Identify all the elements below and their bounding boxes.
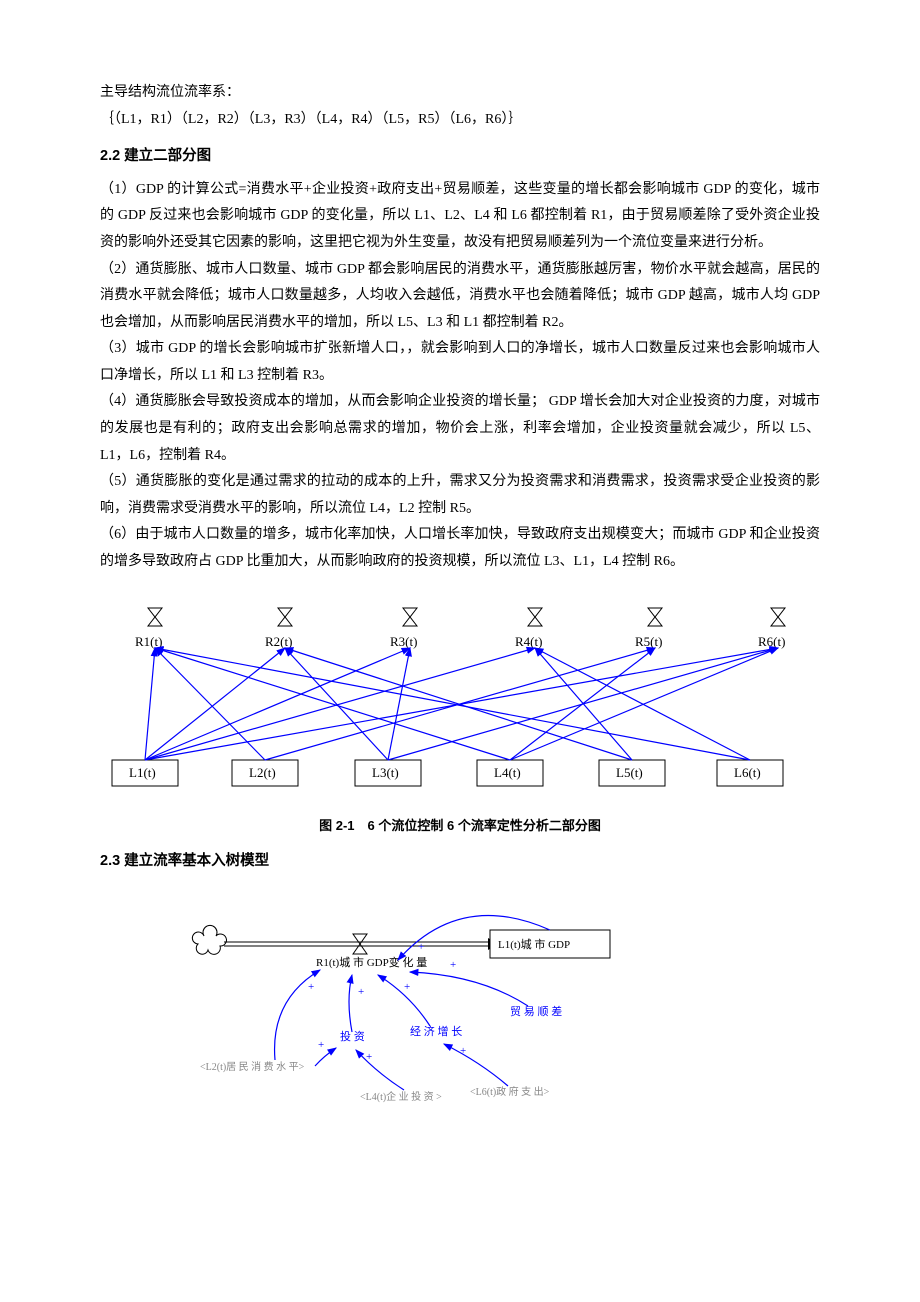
sec22-p1: （1）GDP 的计算公式=消费水平+企业投资+政府支出+贸易顺差，这些变量的增长…: [100, 177, 820, 257]
svg-text:L2(t): L2(t): [249, 765, 276, 780]
heading-2-2: 2.2 建立二部分图: [100, 143, 820, 171]
svg-text:R1(t): R1(t): [135, 634, 162, 649]
svg-text:R6(t): R6(t): [758, 634, 785, 649]
svg-text:L1(t): L1(t): [129, 765, 156, 780]
svg-text:+: +: [460, 1045, 466, 1057]
svg-text:+: +: [308, 981, 314, 993]
svg-text:+: +: [358, 986, 364, 998]
svg-text:L4(t): L4(t): [494, 765, 521, 780]
bipartite-diagram: R1(t) R2(t) R3(t) R4(t) R5(t) R6(t) L1(t) L2(t)…: [100, 600, 820, 800]
svg-text:+: +: [404, 981, 410, 993]
heading-2-3: 2.3 建立流率基本入树模型: [100, 848, 820, 876]
svg-text:R1(t)城 市 GDP变 化 量: R1(t)城 市 GDP变 化 量: [316, 955, 427, 969]
figure-2-1-caption: 图 2-1 6 个流位控制 6 个流率定性分析二部分图: [100, 814, 820, 839]
sec22-p2: （2）通货膨胀、城市人口数量、城市 GDP 都会影响居民的消费水平，通货膨胀越厉…: [100, 257, 820, 337]
svg-text:R3(t): R3(t): [390, 634, 417, 649]
svg-text:+: +: [450, 959, 456, 971]
svg-text:L1(t)城 市 GDP: L1(t)城 市 GDP: [498, 937, 570, 951]
tree-diagram: L1(t)城 市 GDPR1(t)城 市 GDP变 化 量投 资经 济 增 长贸…: [160, 900, 640, 1120]
svg-text:<L2(t)居 民 消 费 水 平>: <L2(t)居 民 消 费 水 平>: [200, 1060, 305, 1073]
svg-text:+: +: [366, 1051, 372, 1063]
sec22-p4: （4）通货膨胀会导致投资成本的增加，从而会影响企业投资的增长量； GDP 增长会…: [100, 389, 820, 469]
svg-text:L5(t): L5(t): [616, 765, 643, 780]
svg-text:经 济 增 长: 经 济 增 长: [410, 1024, 462, 1038]
figure-2-1: R1(t) R2(t) R3(t) R4(t) R5(t) R6(t) L1(t) L2(t)…: [100, 600, 820, 800]
svg-text:<L6(t)政 府 支 出>: <L6(t)政 府 支 出>: [470, 1085, 550, 1098]
svg-text:+: +: [318, 1039, 324, 1051]
svg-text:L6(t): L6(t): [734, 765, 761, 780]
svg-text:<L4(t)企 业 投 资 >: <L4(t)企 业 投 资 >: [360, 1090, 442, 1103]
svg-text:贸 易 顺 差: 贸 易 顺 差: [510, 1004, 562, 1018]
svg-text:R5(t): R5(t): [635, 634, 662, 649]
sec22-p6: （6）由于城市人口数量的增多，城市化率加快，人口增长率加快，导致政府支出规模变大…: [100, 522, 820, 575]
svg-text:R4(t): R4(t): [515, 634, 542, 649]
sec22-p3: （3）城市 GDP 的增长会影响城市扩张新增人口，，就会影响到人口的净增长，城市…: [100, 336, 820, 389]
sec22-p5: （5）通货膨胀的变化是通过需求的拉动的成本的上升，需求又分为投资需求和消费需求，…: [100, 469, 820, 522]
intro-line2: ｛（L1，R1）（L2，R2）（L3，R3）（L4，R4）（L5，R5）（L6，…: [100, 107, 820, 134]
intro-line1: 主导结构流位流率系：: [100, 80, 820, 107]
figure-tree: L1(t)城 市 GDPR1(t)城 市 GDP变 化 量投 资经 济 增 长贸…: [100, 900, 820, 1120]
svg-text:L3(t): L3(t): [372, 765, 399, 780]
svg-text:R2(t): R2(t): [265, 634, 292, 649]
svg-text:+: +: [418, 941, 424, 953]
